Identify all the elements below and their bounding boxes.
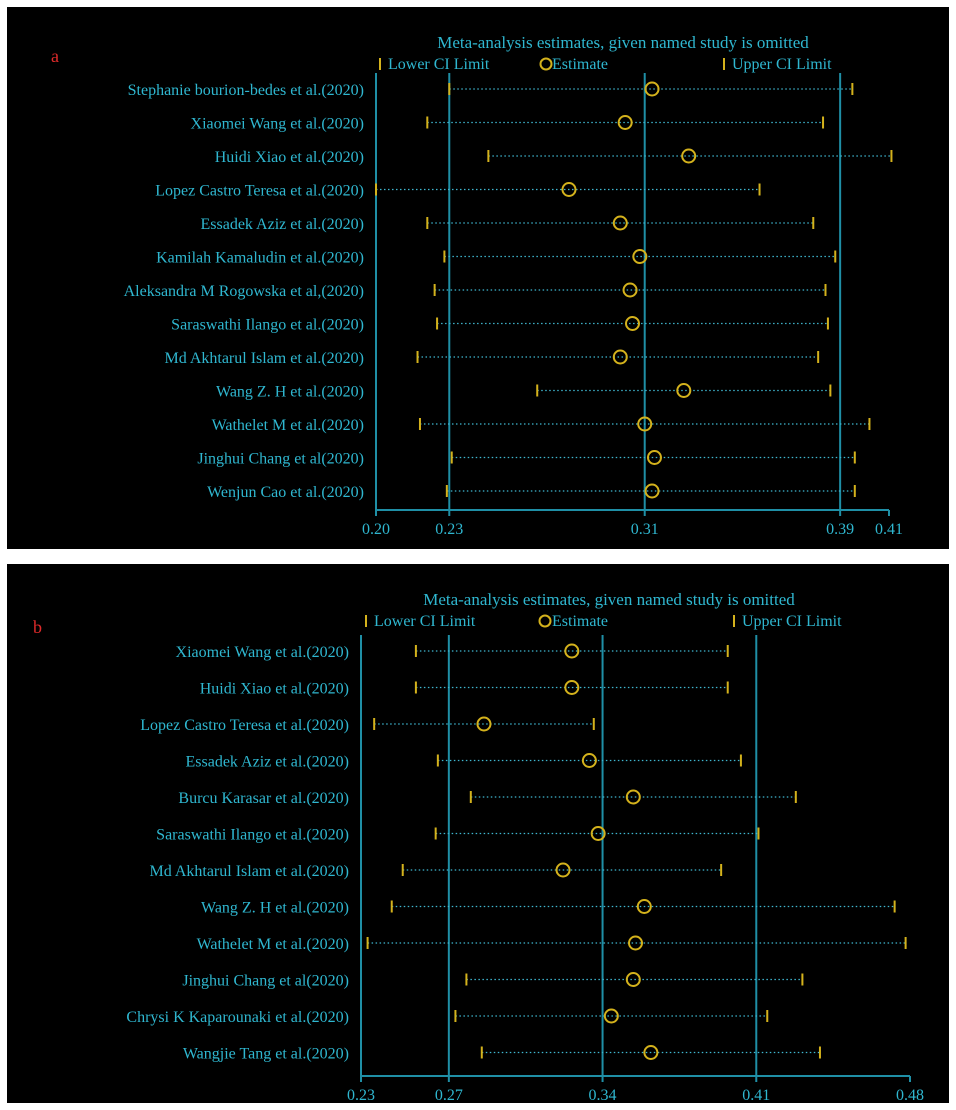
estimate-marker: [617, 115, 633, 130]
x-tick-label: 0.39: [826, 521, 854, 538]
study-label: Saraswathi Ilango et al.(2020): [156, 827, 349, 844]
estimate-marker: [636, 899, 652, 914]
study-label: Lopez Castro Teresa et al.(2020): [140, 717, 349, 734]
estimate-marker: [581, 753, 597, 768]
study-label: Wathelet M et al.(2020): [197, 936, 349, 953]
study-label: Burcu Karasar et al.(2020): [178, 790, 349, 807]
x-tick-label: 0.27: [435, 1087, 463, 1103]
panel-label-b: b: [33, 617, 42, 637]
legend-upper-ci-label: Upper CI Limit: [732, 56, 832, 73]
legend-upper-ci-label: Upper CI Limit: [742, 613, 842, 630]
x-tick-label: 0.31: [631, 521, 659, 538]
study-label: Essadek Aziz et al.(2020): [186, 754, 350, 771]
forest-plot-a: a Meta-analysis estimates, given named s…: [51, 33, 903, 538]
estimate-marker: [590, 826, 606, 841]
study-label: Jinghui Chang et al(2020): [182, 973, 349, 990]
legend-a: Lower CI Limit Estimate Upper CI Limit: [379, 56, 832, 73]
study-label: Lopez Castro Teresa et al.(2020): [155, 183, 364, 200]
estimate-marker: [646, 450, 662, 465]
forest-plot-b: b Meta-analysis estimates, given named s…: [33, 590, 924, 1103]
estimate-marker: [561, 182, 577, 197]
study-label: Stephanie bourion-bedes et al.(2020): [128, 82, 364, 99]
study-label: Wang Z. H et al.(2020): [216, 384, 364, 401]
legend-b: Lower CI Limit Estimate Upper CI Limit: [365, 613, 842, 630]
estimate-marker: [676, 383, 692, 398]
legend-estimate-label: Estimate: [552, 613, 608, 630]
study-label: Xiaomei Wang et al.(2020): [191, 116, 364, 133]
study-label: Huidi Xiao et al.(2020): [215, 149, 364, 166]
plot-title-a: Meta-analysis estimates, given named stu…: [437, 33, 809, 52]
plot-title-b: Meta-analysis estimates, given named stu…: [423, 590, 795, 609]
estimate-marker: [603, 1008, 619, 1024]
estimate-marker: [612, 215, 628, 231]
study-label: Essadek Aziz et al.(2020): [201, 216, 365, 233]
legend-lower-ci-label: Lower CI Limit: [374, 613, 476, 630]
x-tick-label: 0.41: [875, 521, 903, 538]
study-label: Wenjun Cao et al.(2020): [207, 484, 364, 501]
x-tick-label: 0.20: [362, 521, 390, 538]
estimate-marker: [476, 716, 492, 732]
x-tick-label: 0.23: [435, 521, 463, 538]
estimate-marker: [564, 643, 580, 659]
study-label: Saraswathi Ilango et al.(2020): [171, 317, 364, 334]
study-label: Kamilah Kamaludin et al.(2020): [156, 250, 364, 267]
study-label: Wangjie Tang et al.(2020): [183, 1046, 349, 1063]
estimate-marker: [625, 316, 640, 331]
estimate-marker: [637, 416, 653, 432]
study-label: Xiaomei Wang et al.(2020): [176, 644, 349, 661]
x-tick-label: 0.41: [742, 1087, 770, 1103]
legend-lower-ci-label: Lower CI Limit: [388, 56, 490, 73]
study-label: Jinghui Chang et al(2020): [197, 451, 364, 468]
estimate-marker: [628, 935, 643, 951]
panel-label-a: a: [51, 46, 59, 66]
estimate-marker: [612, 349, 628, 365]
x-tick-label: 0.48: [896, 1087, 924, 1103]
legend-estimate-marker: [539, 57, 553, 71]
estimate-marker: [632, 249, 648, 264]
study-label: Aleksandra M Rogowska et al,(2020): [124, 283, 364, 300]
study-label: Md Akhtarul Islam et al.(2020): [164, 350, 364, 367]
estimate-marker: [622, 282, 638, 298]
estimate-marker: [643, 1045, 659, 1060]
estimate-marker: [625, 789, 641, 805]
study-label: Md Akhtarul Islam et al.(2020): [149, 863, 349, 880]
legend-estimate-marker: [538, 614, 552, 628]
forest-panel-a: a Meta-analysis estimates, given named s…: [7, 7, 949, 549]
estimate-marker: [644, 81, 660, 97]
legend-estimate-label: Estimate: [552, 56, 608, 73]
estimate-marker: [555, 862, 571, 878]
study-label: Huidi Xiao et al.(2020): [200, 681, 349, 698]
x-tick-label: 0.34: [589, 1087, 617, 1103]
estimate-marker: [564, 680, 580, 695]
estimate-marker: [644, 483, 660, 499]
estimate-marker: [625, 972, 641, 987]
forest-panel-b: b Meta-analysis estimates, given named s…: [7, 564, 949, 1103]
x-tick-label: 0.23: [347, 1087, 375, 1103]
study-label: Wang Z. H et al.(2020): [201, 900, 349, 917]
estimate-marker: [681, 148, 697, 164]
study-label: Chrysi K Kaparounaki et al.(2020): [126, 1009, 349, 1026]
study-label: Wathelet M et al.(2020): [212, 417, 364, 434]
